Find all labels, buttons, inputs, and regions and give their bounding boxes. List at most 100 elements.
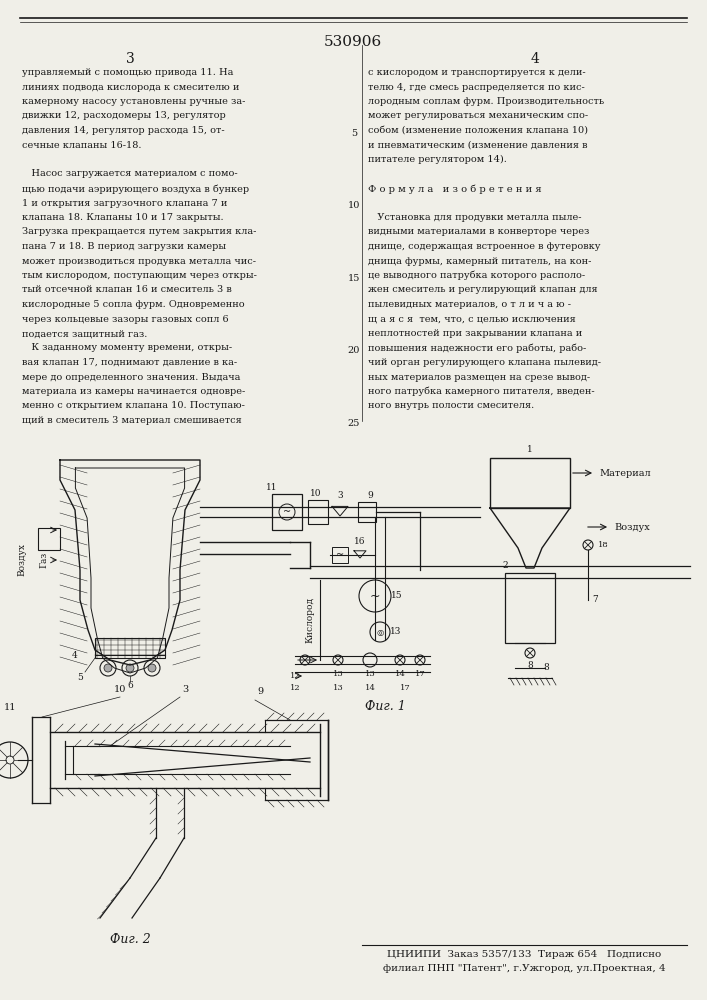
Text: пылевидных материалов, о т л и ч а ю -: пылевидных материалов, о т л и ч а ю - (368, 300, 571, 309)
Text: 9: 9 (257, 688, 263, 696)
Text: кислородные 5 сопла фурм. Одновременно: кислородные 5 сопла фурм. Одновременно (22, 300, 245, 309)
Text: Загрузка прекращается путем закрытия кла-: Загрузка прекращается путем закрытия кла… (22, 228, 257, 236)
Text: повышения надежности его работы, рабо-: повышения надежности его работы, рабо- (368, 344, 586, 353)
Text: 14: 14 (365, 684, 375, 692)
Text: движки 12, расходомеры 13, регулятор: движки 12, расходомеры 13, регулятор (22, 111, 226, 120)
Text: 4: 4 (72, 650, 78, 660)
Text: щий в смеситель 3 материал смешивается: щий в смеситель 3 материал смешивается (22, 416, 242, 425)
Text: 16: 16 (354, 536, 366, 546)
Text: 9: 9 (367, 491, 373, 500)
Text: Материал: Материал (600, 468, 651, 478)
Text: 530906: 530906 (324, 35, 382, 49)
Text: собом (изменение положения клапана 10): собом (изменение положения клапана 10) (368, 126, 588, 135)
Text: 14: 14 (395, 670, 405, 678)
Text: 13: 13 (332, 684, 344, 692)
Bar (308, 500, 328, 524)
Text: подается защитный газ.: подается защитный газ. (22, 329, 147, 338)
Text: ных материалов размещен на срезе вывод-: ных материалов размещен на срезе вывод- (368, 372, 590, 381)
Text: 17: 17 (414, 670, 426, 678)
Text: сечные клапаны 16-18.: сечные клапаны 16-18. (22, 140, 141, 149)
Text: Воздух: Воздух (18, 544, 26, 576)
Text: Воздух: Воздух (614, 522, 650, 532)
Text: 11: 11 (267, 484, 278, 492)
Text: 18: 18 (598, 541, 609, 549)
Text: днище, содержащая встроенное в футеровку: днище, содержащая встроенное в футеровку (368, 242, 600, 251)
Text: тым кислородом, поступающим через откры-: тым кислородом, поступающим через откры- (22, 271, 257, 280)
Text: К заданному моменту времени, откры-: К заданному моменту времени, откры- (22, 344, 232, 353)
Bar (358, 502, 376, 522)
Text: 1 и открытия загрузочного клапана 7 и: 1 и открытия загрузочного клапана 7 и (22, 198, 228, 208)
Text: 17: 17 (399, 684, 410, 692)
Text: чий орган регулирующего клапана пылевид-: чий орган регулирующего клапана пылевид- (368, 358, 601, 367)
Text: Кислород: Кислород (305, 597, 315, 643)
Circle shape (104, 664, 112, 672)
Text: 8: 8 (527, 660, 533, 670)
Text: телю 4, где смесь распределяется по кис-: телю 4, где смесь распределяется по кис- (368, 83, 585, 92)
Text: лородным соплам фурм. Производительность: лородным соплам фурм. Производительность (368, 97, 604, 106)
Text: 6: 6 (127, 682, 133, 690)
Text: щью подачи аэрирующего воздуха в бункер: щью подачи аэрирующего воздуха в бункер (22, 184, 249, 194)
Text: 10: 10 (114, 686, 126, 694)
Text: 13: 13 (390, 628, 402, 637)
Text: 11: 11 (4, 702, 16, 712)
Bar (490, 458, 570, 508)
Text: 13: 13 (332, 670, 344, 678)
Bar (272, 494, 302, 530)
Text: ЦНИИПИ  Заказ 5357/133  Тираж 654   Подписно: ЦНИИПИ Заказ 5357/133 Тираж 654 Подписно (387, 950, 661, 959)
Text: 12: 12 (290, 684, 300, 692)
Text: мере до определенного значения. Выдача: мере до определенного значения. Выдача (22, 372, 240, 381)
Text: клапана 18. Клапаны 10 и 17 закрыты.: клапана 18. Клапаны 10 и 17 закрыты. (22, 213, 223, 222)
Text: 10: 10 (348, 201, 360, 210)
Text: 3: 3 (337, 491, 343, 500)
Text: 7: 7 (592, 595, 598, 604)
Text: ного патрубка камерного питателя, введен-: ного патрубка камерного питателя, введен… (368, 387, 595, 396)
Text: 4: 4 (530, 52, 539, 66)
Text: 2: 2 (502, 562, 508, 570)
Text: 5: 5 (351, 129, 357, 138)
Text: ~: ~ (283, 507, 291, 517)
Text: может производиться продувка металла чис-: может производиться продувка металла чис… (22, 256, 256, 265)
Text: 5: 5 (77, 674, 83, 682)
Text: щ а я с я  тем, что, с целью исключения: щ а я с я тем, что, с целью исключения (368, 314, 575, 324)
Circle shape (126, 664, 134, 672)
Text: Фиг. 1: Фиг. 1 (365, 700, 405, 713)
Text: видными материалами в конверторе через: видными материалами в конверторе через (368, 228, 590, 236)
Text: управляемый с помощью привода 11. На: управляемый с помощью привода 11. На (22, 68, 233, 77)
Text: неплотностей при закрывании клапана и: неплотностей при закрывании клапана и (368, 329, 583, 338)
Text: 13: 13 (365, 670, 375, 678)
Text: линиях подвода кислорода к смесителю и: линиях подвода кислорода к смесителю и (22, 83, 240, 92)
Text: ного внутрь полости смесителя.: ного внутрь полости смесителя. (368, 401, 534, 410)
Text: 3: 3 (126, 52, 134, 66)
Text: 12: 12 (290, 672, 300, 680)
Text: питателе регулятором 14).: питателе регулятором 14). (368, 155, 507, 164)
Text: 10: 10 (310, 489, 322, 498)
Text: материала из камеры начинается одновре-: материала из камеры начинается одновре- (22, 387, 245, 396)
Text: Насос загружается материалом с помо-: Насос загружается материалом с помо- (22, 169, 238, 178)
Bar (95, 638, 165, 658)
Text: ~: ~ (336, 550, 344, 560)
Text: 15: 15 (391, 591, 403, 600)
Text: может регулироваться механическим спо-: может регулироваться механическим спо- (368, 111, 588, 120)
Text: через кольцевые зазоры газовых сопл 6: через кольцевые зазоры газовых сопл 6 (22, 314, 228, 324)
Text: 15: 15 (348, 274, 360, 283)
Text: жен смеситель и регулирующий клапан для: жен смеситель и регулирующий клапан для (368, 286, 597, 294)
Text: филиал ПНП "Патент", г.Ужгород, ул.Проектная, 4: филиал ПНП "Патент", г.Ужгород, ул.Проек… (382, 964, 665, 973)
Text: 25: 25 (348, 419, 360, 428)
Bar (505, 573, 555, 643)
Text: 20: 20 (348, 346, 360, 355)
Text: камерному насосу установлены ручные за-: камерному насосу установлены ручные за- (22, 97, 245, 106)
Text: Газ: Газ (40, 552, 49, 568)
Text: 3: 3 (182, 686, 188, 694)
Text: менно с открытием клапана 10. Поступаю-: менно с открытием клапана 10. Поступаю- (22, 401, 245, 410)
Text: ~: ~ (370, 589, 380, 602)
Text: Установка для продувки металла пыле-: Установка для продувки металла пыле- (368, 213, 581, 222)
Text: и пневматическим (изменение давления в: и пневматическим (изменение давления в (368, 140, 588, 149)
Text: днища фурмы, камерный питатель, на кон-: днища фурмы, камерный питатель, на кон- (368, 256, 591, 265)
Text: 1: 1 (527, 446, 533, 454)
Text: це выводного патрубка которого располо-: це выводного патрубка которого располо- (368, 271, 585, 280)
Text: пана 7 и 18. В период загрузки камеры: пана 7 и 18. В период загрузки камеры (22, 242, 226, 251)
Text: вая клапан 17, поднимают давление в ка-: вая клапан 17, поднимают давление в ка- (22, 358, 237, 367)
Text: тый отсечной клапан 16 и смеситель 3 в: тый отсечной клапан 16 и смеситель 3 в (22, 286, 232, 294)
Text: ◎: ◎ (376, 628, 384, 637)
Text: 8: 8 (543, 664, 549, 672)
